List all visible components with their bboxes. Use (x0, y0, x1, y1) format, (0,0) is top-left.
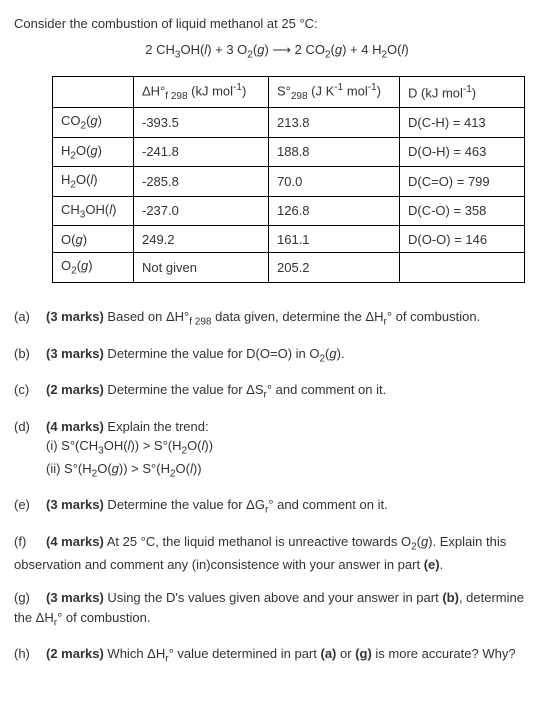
table-cell (400, 253, 525, 283)
data-table: ΔH°f 298 (kJ mol-1)S°298 (J K-1 mol-1)D … (52, 76, 525, 283)
table-header-cell: D (kJ mol-1) (400, 77, 525, 108)
question-label: (a) (14, 307, 46, 327)
table-cell: 126.8 (269, 196, 400, 226)
question: (c)(2 marks) Determine the value for ΔSr… (14, 380, 540, 403)
table-row: CO2(g)-393.5213.8D(C-H) = 413 (53, 108, 525, 138)
table-cell: -393.5 (134, 108, 269, 138)
question: (b)(3 marks) Determine the value for D(O… (14, 344, 540, 367)
table-row: O2(g)Not given205.2 (53, 253, 525, 283)
table-cell: Not given (134, 253, 269, 283)
table-cell: D(C-O) = 358 (400, 196, 525, 226)
table-row: O(g)249.2161.1D(O-O) = 146 (53, 226, 525, 253)
table-cell: 70.0 (269, 167, 400, 197)
question-label: (h) (14, 644, 46, 664)
table-cell: 213.8 (269, 108, 400, 138)
question-body: (3 marks) Determine the value for D(O=O)… (46, 344, 540, 367)
table-header-cell (53, 77, 134, 108)
table-cell: -241.8 (134, 137, 269, 167)
table-cell: D(O-O) = 146 (400, 226, 525, 253)
question-label: (c) (14, 380, 46, 400)
table-cell: O(g) (53, 226, 134, 253)
table-header-cell: S°298 (J K-1 mol-1) (269, 77, 400, 108)
question-body: (3 marks) Determine the value for ΔGr° a… (46, 495, 540, 518)
table-row: H2O(g)-241.8188.8D(O-H) = 463 (53, 137, 525, 167)
question: (f)(4 marks) At 25 °C, the liquid methan… (14, 532, 540, 574)
question: (h)(2 marks) Which ΔHr° value determined… (14, 644, 540, 667)
question: (e)(3 marks) Determine the value for ΔGr… (14, 495, 540, 518)
question-body: (4 marks) Explain the trend:(i) S°(CH3OH… (46, 417, 540, 482)
table-header-cell: ΔH°f 298 (kJ mol-1) (134, 77, 269, 108)
question-body: (2 marks) Which ΔHr° value determined in… (46, 644, 540, 667)
table-cell: CO2(g) (53, 108, 134, 138)
table-cell: O2(g) (53, 253, 134, 283)
table-cell: -285.8 (134, 167, 269, 197)
question-label: (d) (14, 417, 46, 437)
question-body: (3 marks) Based on ΔH°f 298 data given, … (46, 307, 540, 330)
question-label: (b) (14, 344, 46, 364)
question: (d)(4 marks) Explain the trend:(i) S°(CH… (14, 417, 540, 482)
table-cell: H2O(g) (53, 137, 134, 167)
table-cell: 249.2 (134, 226, 269, 253)
table-cell: 188.8 (269, 137, 400, 167)
table-cell: 205.2 (269, 253, 400, 283)
intro-text: Consider the combustion of liquid methan… (14, 14, 540, 34)
table-cell: -237.0 (134, 196, 269, 226)
table-row: CH3OH(l)-237.0126.8D(C-O) = 358 (53, 196, 525, 226)
table-cell: CH3OH(l) (53, 196, 134, 226)
table-cell: 161.1 (269, 226, 400, 253)
table-cell: D(C-H) = 413 (400, 108, 525, 138)
question-body: (2 marks) Determine the value for ΔSr° a… (46, 380, 540, 403)
table-row: H2O(l)-285.870.0D(C=O) = 799 (53, 167, 525, 197)
question: (g)(3 marks) Using the D's values given … (14, 588, 540, 630)
table-cell: H2O(l) (53, 167, 134, 197)
question-label: (e) (14, 495, 46, 515)
table-cell: D(O-H) = 463 (400, 137, 525, 167)
question: (a)(3 marks) Based on ΔH°f 298 data give… (14, 307, 540, 330)
reaction-equation: 2 CH3OH(l) + 3 O2(g) ⟶ 2 CO2(g) + 4 H2O(… (14, 40, 540, 63)
table-cell: D(C=O) = 799 (400, 167, 525, 197)
